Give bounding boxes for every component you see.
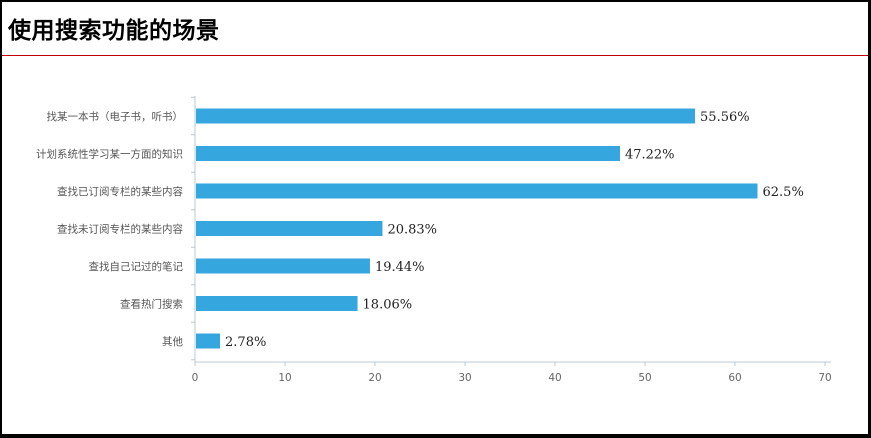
x-tick-label: 20 bbox=[368, 372, 381, 384]
category-label: 查找自己记过的笔记 bbox=[89, 260, 184, 273]
data-label: 2.78% bbox=[225, 335, 266, 350]
title-divider bbox=[2, 55, 868, 56]
category-label: 找某一本书（电子书，听书） bbox=[47, 110, 184, 123]
x-tick-label: 70 bbox=[818, 372, 831, 384]
bar bbox=[196, 146, 620, 161]
bar bbox=[196, 258, 370, 274]
x-tick-label: 60 bbox=[728, 372, 741, 384]
x-tick-label: 30 bbox=[458, 372, 471, 384]
bar bbox=[196, 296, 358, 311]
category-label: 查找已订阅专栏的某些内容 bbox=[57, 185, 183, 198]
category-label: 其他 bbox=[162, 335, 183, 348]
data-label: 20.83% bbox=[387, 223, 437, 238]
bar bbox=[196, 221, 383, 236]
category-label: 计划系统性学习某一方面的知识 bbox=[36, 148, 183, 161]
bars-layer bbox=[196, 108, 758, 349]
bar bbox=[196, 183, 758, 199]
axes: 0 10 20 30 40 50 60 70 bbox=[191, 96, 832, 384]
category-label: 查看热门搜索 bbox=[120, 298, 183, 311]
category-labels: 找某一本书（电子书，听书）计划系统性学习某一方面的知识查找已订阅专栏的某些内容查… bbox=[36, 110, 183, 348]
x-tick-label: 40 bbox=[548, 372, 561, 384]
category-label: 查找未订阅专栏的某些内容 bbox=[57, 223, 183, 236]
data-label: 47.22% bbox=[625, 148, 675, 163]
data-label: 62.5% bbox=[763, 185, 804, 200]
x-tick-label: 0 bbox=[192, 372, 199, 384]
bar bbox=[196, 333, 221, 349]
bar bbox=[196, 108, 696, 124]
data-label: 19.44% bbox=[375, 260, 425, 275]
page-title: 使用搜索功能的场景 bbox=[8, 18, 220, 44]
data-label: 18.06% bbox=[363, 298, 413, 313]
data-label: 55.56% bbox=[700, 110, 750, 125]
x-tick-label: 50 bbox=[638, 372, 651, 384]
x-tick-label: 10 bbox=[278, 372, 291, 384]
value-labels: 55.56% 47.22% 62.5% 20.83% 19.44% 18.06% 2.78% bbox=[225, 110, 804, 350]
